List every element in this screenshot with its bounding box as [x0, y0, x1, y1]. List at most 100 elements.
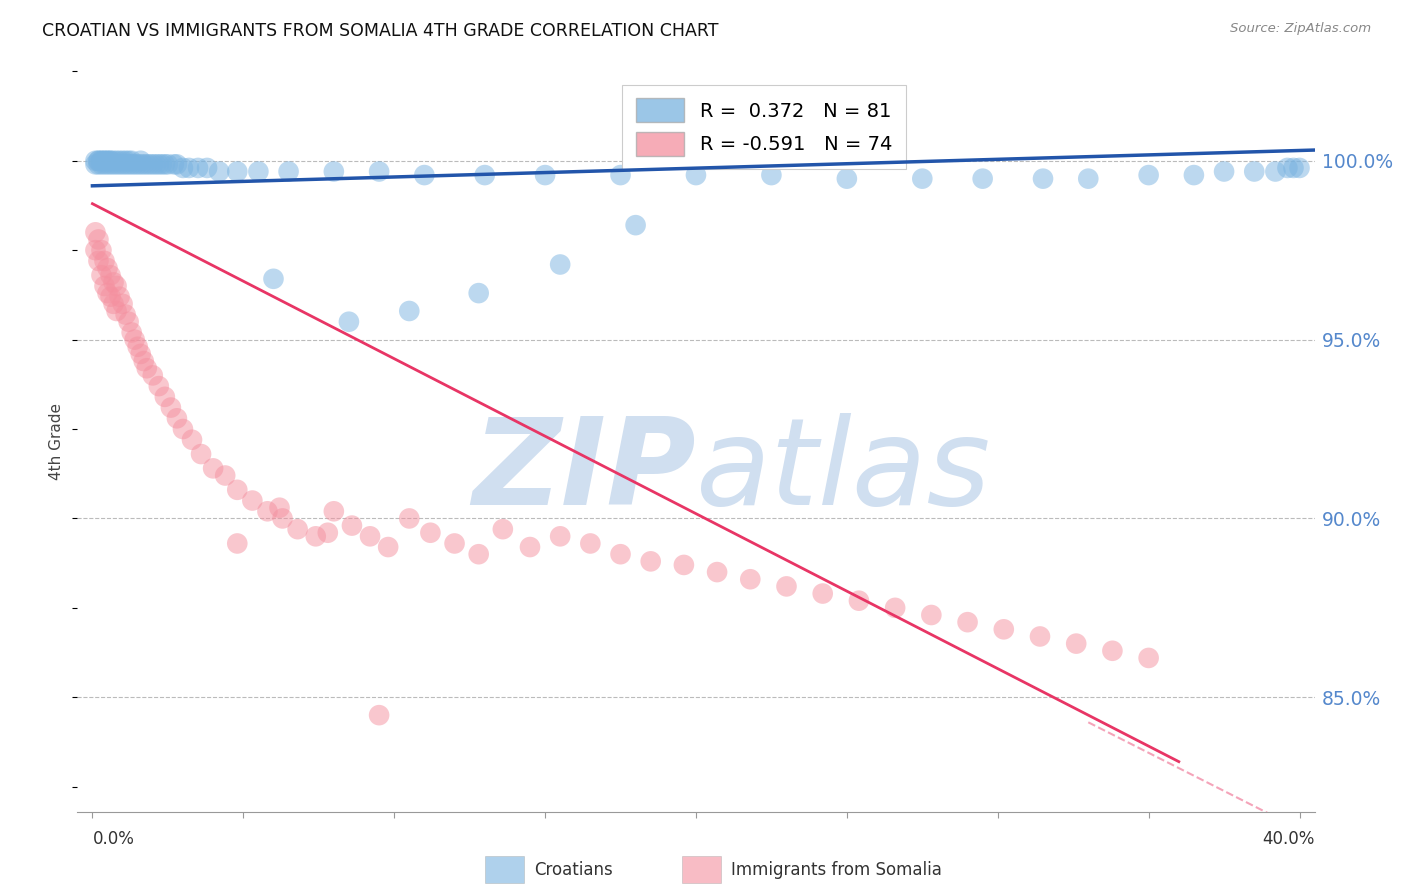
- Point: [129, 153, 152, 168]
- Point: [129, 347, 152, 361]
- Point: [548, 258, 571, 272]
- Point: [256, 504, 278, 518]
- Point: [96, 286, 118, 301]
- Point: [1137, 168, 1160, 182]
- Point: [129, 157, 152, 171]
- Point: [368, 164, 391, 178]
- Point: [153, 157, 176, 171]
- Text: Croatians: Croatians: [534, 861, 613, 879]
- Point: [972, 171, 994, 186]
- Point: [117, 157, 139, 171]
- Point: [271, 511, 294, 525]
- Point: [145, 157, 167, 171]
- Point: [247, 164, 270, 178]
- Point: [548, 529, 571, 543]
- Point: [474, 168, 496, 182]
- Point: [160, 401, 183, 415]
- Point: [1243, 164, 1265, 178]
- Point: [153, 390, 176, 404]
- Point: [534, 168, 557, 182]
- Point: [148, 157, 170, 171]
- Point: [84, 243, 107, 257]
- Point: [190, 447, 212, 461]
- Point: [269, 500, 291, 515]
- Point: [181, 433, 204, 447]
- Point: [96, 153, 118, 168]
- Point: [96, 157, 118, 171]
- Point: [96, 153, 118, 168]
- Point: [100, 153, 122, 168]
- Point: [263, 272, 285, 286]
- Point: [93, 254, 115, 268]
- Point: [105, 279, 128, 293]
- Text: Immigrants from Somalia: Immigrants from Somalia: [731, 861, 942, 879]
- Point: [93, 153, 115, 168]
- Point: [163, 157, 186, 171]
- Legend: R =  0.372   N = 81, R = -0.591   N = 74: R = 0.372 N = 81, R = -0.591 N = 74: [621, 85, 905, 169]
- Point: [240, 493, 263, 508]
- Point: [492, 522, 515, 536]
- Point: [100, 290, 122, 304]
- Point: [1277, 161, 1299, 175]
- Point: [111, 157, 134, 171]
- Point: [195, 161, 218, 175]
- Point: [148, 379, 170, 393]
- Point: [214, 468, 236, 483]
- Point: [108, 290, 131, 304]
- Point: [139, 157, 162, 171]
- Point: [105, 153, 128, 168]
- Point: [848, 593, 870, 607]
- Text: 0.0%: 0.0%: [93, 830, 135, 847]
- Point: [226, 164, 249, 178]
- Point: [1137, 651, 1160, 665]
- Point: [1029, 630, 1052, 644]
- Point: [172, 161, 194, 175]
- Point: [103, 153, 125, 168]
- Point: [1264, 164, 1286, 178]
- Point: [93, 279, 115, 293]
- Point: [624, 218, 647, 232]
- Point: [413, 168, 436, 182]
- Point: [640, 554, 662, 568]
- Text: CROATIAN VS IMMIGRANTS FROM SOMALIA 4TH GRADE CORRELATION CHART: CROATIAN VS IMMIGRANTS FROM SOMALIA 4TH …: [42, 22, 718, 40]
- Point: [811, 586, 834, 600]
- Point: [127, 157, 149, 171]
- Point: [322, 504, 344, 518]
- Text: Source: ZipAtlas.com: Source: ZipAtlas.com: [1230, 22, 1371, 36]
- Point: [1288, 161, 1310, 175]
- Point: [84, 157, 107, 171]
- Point: [368, 708, 391, 723]
- Point: [121, 153, 143, 168]
- Point: [114, 308, 136, 322]
- Point: [124, 333, 146, 347]
- Point: [124, 157, 146, 171]
- Point: [609, 168, 631, 182]
- Point: [956, 615, 979, 629]
- Point: [114, 153, 136, 168]
- Point: [359, 529, 381, 543]
- Point: [121, 326, 143, 340]
- Point: [775, 579, 797, 593]
- Point: [316, 525, 339, 540]
- Point: [142, 157, 165, 171]
- Point: [993, 623, 1015, 637]
- Point: [111, 297, 134, 311]
- Point: [114, 157, 136, 171]
- Point: [103, 297, 125, 311]
- Point: [127, 340, 149, 354]
- Point: [1064, 637, 1087, 651]
- Point: [685, 168, 707, 182]
- Point: [87, 153, 110, 168]
- Point: [132, 354, 155, 368]
- Point: [96, 261, 118, 276]
- Point: [835, 171, 858, 186]
- Point: [121, 157, 143, 171]
- Point: [84, 225, 107, 239]
- Point: [105, 157, 128, 171]
- Point: [90, 153, 112, 168]
- Text: ZIP: ZIP: [472, 413, 696, 530]
- Point: [135, 361, 157, 376]
- Point: [135, 157, 157, 171]
- Text: 40.0%: 40.0%: [1263, 830, 1315, 847]
- Point: [111, 153, 134, 168]
